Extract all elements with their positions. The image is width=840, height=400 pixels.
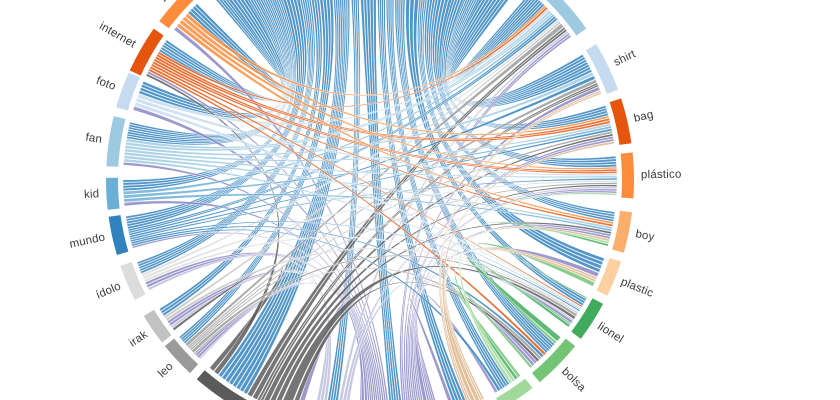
chord-ribbon[interactable] — [339, 186, 618, 400]
chord-ribbon[interactable] — [343, 268, 575, 400]
chord-ribbon[interactable] — [142, 180, 618, 280]
arc-label-plastic: plastic — [619, 276, 655, 300]
chord-ribbon[interactable] — [466, 255, 571, 342]
arc-mundo[interactable] — [108, 215, 129, 255]
chord-ribbon[interactable] — [131, 229, 502, 392]
chord-ribbon[interactable] — [129, 177, 618, 241]
chord-ribbon[interactable] — [148, 68, 547, 356]
chord-ribbon[interactable] — [187, 79, 598, 349]
arc-label-internet: internet — [97, 20, 138, 51]
chord-ribbon[interactable] — [290, 281, 540, 400]
chord-ribbon[interactable] — [483, 221, 609, 300]
chord-ribbon[interactable] — [150, 63, 614, 227]
chord-ribbon[interactable] — [459, 192, 617, 385]
arc-label-ahmadi: ahmadi — [134, 0, 171, 5]
chord-ribbon[interactable] — [130, 225, 545, 358]
chord-ribbon[interactable] — [377, 0, 468, 400]
chord-ribbon[interactable] — [471, 242, 596, 345]
chord-ribbon[interactable] — [184, 4, 547, 96]
chord-ribbon[interactable] — [124, 151, 618, 179]
chord-ribbon[interactable] — [459, 227, 610, 383]
arc-label-lionel: lionel — [595, 321, 625, 346]
chord-ribbon[interactable] — [131, 232, 379, 400]
arc-label-mundo: mundo — [69, 231, 107, 250]
chord-ribbon[interactable] — [172, 263, 283, 372]
chord-ribbon[interactable] — [268, 184, 618, 400]
arc-label-foto: foto — [95, 75, 118, 93]
arc-ahmadi[interactable] — [159, 0, 195, 29]
arc-label-leo: leo — [156, 360, 176, 380]
chord-ribbon[interactable] — [157, 6, 549, 108]
arc-label-fan: fan — [85, 132, 103, 146]
chord-ribbon[interactable] — [163, 21, 562, 319]
chord-ribbon[interactable] — [442, 141, 615, 400]
chord-ribbon[interactable] — [147, 254, 332, 400]
chord-ribbon[interactable] — [191, 254, 578, 354]
chord-ribbon[interactable] — [411, 224, 612, 400]
chord-ribbon[interactable] — [438, 89, 602, 400]
arc-plastic[interactable] — [596, 257, 622, 296]
arc-hidden-bottom-lightgreen[interactable] — [496, 378, 533, 400]
arc-label-boy: boy — [634, 228, 655, 244]
arc-bolsa[interactable] — [532, 338, 576, 383]
chord-ribbon[interactable] — [444, 247, 598, 400]
chord-ribbon[interactable] — [135, 97, 618, 176]
chord-ribbon[interactable] — [123, 125, 612, 199]
arc-leo[interactable] — [164, 338, 199, 374]
ribbons — [122, 0, 618, 400]
chord-ribbon[interactable] — [124, 122, 612, 162]
arc-fan[interactable] — [106, 116, 126, 167]
arc-bag[interactable] — [609, 98, 632, 145]
arc-internet[interactable] — [129, 28, 164, 76]
chord-ribbon[interactable] — [129, 128, 613, 239]
arc-label-bag: bag — [633, 109, 655, 125]
chord-ribbon[interactable] — [279, 265, 576, 400]
arc-shirt[interactable] — [586, 44, 619, 94]
arc-hidden-bottom-darkgray[interactable] — [196, 370, 301, 400]
chord-ribbon[interactable] — [149, 65, 583, 308]
arc-idolo[interactable] — [120, 262, 146, 300]
chord-ribbon[interactable] — [187, 0, 288, 91]
chord-ribbon[interactable] — [181, 16, 610, 136]
arc-label-bolsa: bolsa — [559, 366, 588, 395]
chord-ribbon[interactable] — [123, 155, 613, 230]
arc-kid[interactable] — [105, 177, 120, 210]
chord-ribbon[interactable] — [408, 188, 618, 400]
chord-ribbon[interactable] — [407, 297, 456, 400]
chord-ribbon[interactable] — [151, 58, 618, 174]
chord-ribbon[interactable] — [193, 267, 542, 360]
arc-boy[interactable] — [612, 210, 632, 253]
arc-label-camiseta: camiseta — [566, 0, 610, 1]
chord-ribbon[interactable] — [124, 71, 595, 156]
chord-ribbon[interactable] — [447, 275, 533, 378]
arc-lionel[interactable] — [571, 298, 604, 339]
chord-ribbon[interactable] — [189, 182, 618, 351]
chord-ribbon[interactable] — [413, 291, 499, 400]
arc-label-kid: kid — [84, 188, 100, 201]
arc-foto[interactable] — [116, 72, 140, 111]
chord-ribbon[interactable] — [123, 13, 555, 195]
chord-ribbon[interactable] — [324, 0, 361, 400]
chord-ribbon[interactable] — [128, 75, 596, 236]
arc-label-plastico: plástico — [641, 169, 682, 182]
chord-ribbon[interactable] — [141, 19, 560, 277]
chord-ribbon[interactable] — [179, 19, 618, 170]
arc-label-shirt: shirt — [612, 48, 638, 69]
arc-label-idolo: ídolo — [94, 280, 123, 301]
chord-ribbon[interactable] — [443, 226, 611, 400]
chord-ribbon[interactable] — [403, 86, 601, 400]
chord-ribbon[interactable] — [188, 130, 613, 350]
chord-ribbon[interactable] — [263, 133, 614, 400]
arc-plastico[interactable] — [620, 152, 635, 199]
chord-ribbon[interactable] — [173, 26, 391, 400]
chord-ribbon[interactable] — [132, 105, 386, 400]
arc-irak[interactable] — [143, 309, 172, 343]
chord-ribbon[interactable] — [126, 0, 293, 146]
arc-label-irak: irak — [127, 329, 150, 350]
chord-ribbon[interactable] — [176, 22, 614, 225]
arc-camiseta[interactable] — [532, 0, 587, 36]
